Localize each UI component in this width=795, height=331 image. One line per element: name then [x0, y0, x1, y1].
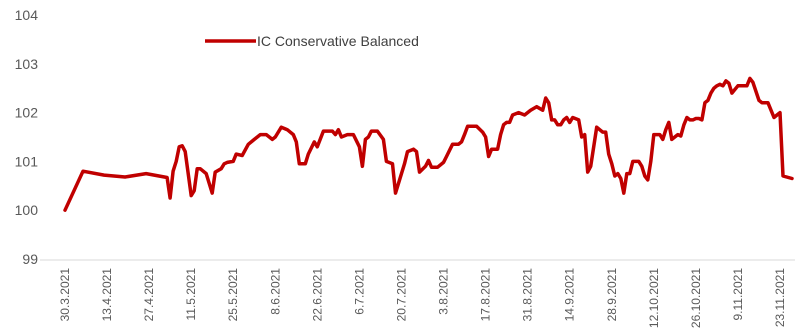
- x-tick-label: 11.5.2021: [184, 268, 198, 321]
- x-tick-label: 9.11.2021: [731, 268, 745, 321]
- x-tick-label: 28.9.2021: [605, 268, 619, 322]
- x-tick-label: 30.3.2021: [58, 268, 72, 322]
- x-tick-label: 31.8.2021: [521, 268, 535, 322]
- x-tick-label: 14.9.2021: [563, 268, 577, 322]
- legend-label: IC Conservative Balanced: [257, 33, 419, 49]
- x-axis: 30.3.2021 13.4.2021 27.4.2021 11.5.2021 25.5…: [58, 268, 787, 328]
- x-tick-label: 25.5.2021: [226, 268, 240, 322]
- x-tick-label: 8.6.2021: [268, 268, 282, 315]
- plot-area: [63, 76, 794, 212]
- x-tick-label: 27.4.2021: [142, 268, 156, 322]
- x-tick-label: 26.10.2021: [689, 268, 703, 328]
- legend: IC Conservative Balanced: [205, 33, 419, 49]
- x-tick-label: 6.7.2021: [352, 268, 366, 315]
- y-tick-label: 99: [22, 251, 38, 267]
- x-tick-label: 23.11.2021: [773, 268, 787, 327]
- y-tick-label: 101: [15, 153, 39, 169]
- x-tick-label: 12.10.2021: [647, 268, 661, 328]
- y-axis: 99 100 101 102 103 104: [15, 7, 39, 267]
- y-tick-label: 104: [15, 7, 39, 23]
- x-tick-label: 22.6.2021: [310, 268, 324, 322]
- x-tick-label: 20.7.2021: [394, 268, 408, 322]
- series-line: [63, 76, 794, 212]
- y-tick-label: 100: [15, 202, 39, 218]
- x-tick-label: 3.8.2021: [437, 268, 451, 315]
- y-tick-label: 103: [15, 56, 39, 72]
- x-tick-label: 13.4.2021: [100, 268, 114, 322]
- y-tick-label: 102: [15, 105, 39, 121]
- x-tick-label: 17.8.2021: [479, 268, 493, 322]
